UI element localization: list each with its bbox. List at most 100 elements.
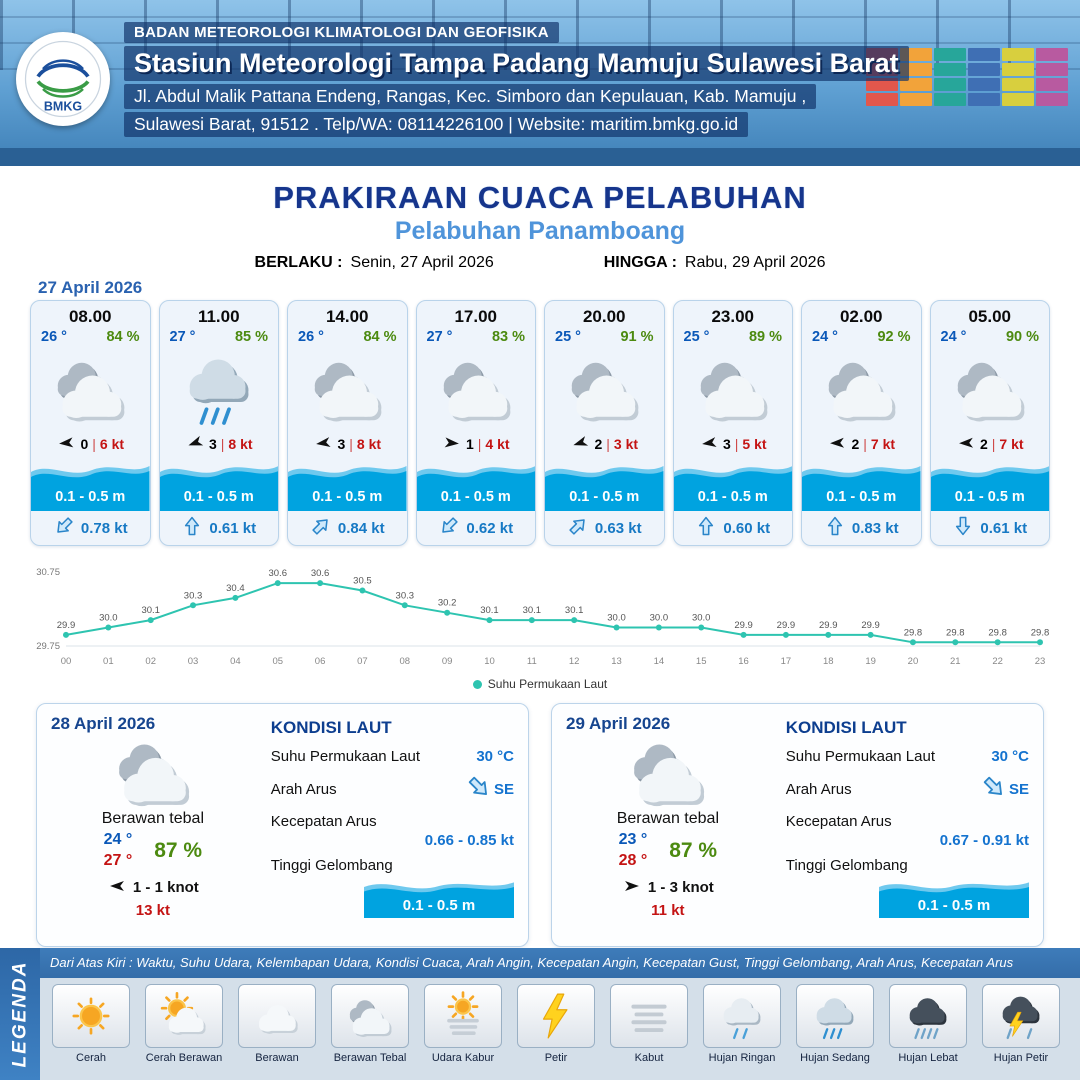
legend-item: Udara Kabur <box>420 984 506 1064</box>
forecast-time: 11.00 <box>197 307 240 326</box>
current-direction-value: SE <box>493 780 514 798</box>
wave-height-value: 0.1 - 0.5 m <box>917 897 991 914</box>
svg-text:29.8: 29.8 <box>946 627 965 638</box>
daily-temps: 24 ° 27 ° 87 % <box>51 830 255 872</box>
forecast-time: 20.00 <box>582 307 626 326</box>
wind-direction-icon <box>699 433 719 456</box>
svg-text:30.3: 30.3 <box>184 590 203 601</box>
svg-text:29.9: 29.9 <box>57 620 76 631</box>
temp-humidity-row: 25 ° 91 % <box>545 327 664 345</box>
current-direction-label: Arah Arus <box>785 780 852 798</box>
hujan-lebat-icon <box>889 984 967 1048</box>
svg-text:08: 08 <box>399 656 410 667</box>
relative-humidity: 83 % <box>491 329 525 345</box>
svg-text:11: 11 <box>527 656 537 667</box>
forecast-card: 05.00 24 ° 90 % 2 | 7 kt 0.1 - 0.5 m 0.6… <box>929 300 1050 546</box>
address-line-2: Sulawesi Barat, 91512 . Telp/WA: 0811422… <box>124 112 749 137</box>
wave-height-band: 0.1 - 0.5 m <box>159 459 278 511</box>
svg-text:00: 00 <box>61 656 72 667</box>
separator: | <box>863 436 867 452</box>
port-name: Pelabuhan Panamboang <box>394 217 686 245</box>
validity-dates: BERLAKU : Senin, 27 April 2026 HINGGA : Ra… <box>0 254 1080 272</box>
daily-date: 28 April 2026 <box>51 714 156 733</box>
current-speed: 0.61 kt <box>980 519 1028 537</box>
svg-text:01: 01 <box>103 656 114 667</box>
wave-height-band: 0.1 - 0.5 m <box>31 459 150 511</box>
wind-gust: 8 kt <box>356 436 382 452</box>
legend-description: Dari Atas Kiri : Waktu, Suhu Udara, Kele… <box>0 948 1080 978</box>
current-direction-icon <box>53 515 75 542</box>
wind-speed: 3 <box>337 436 346 452</box>
forecast-card: 17.00 27 ° 83 % 1 | 4 kt 0.1 - 0.5 m 0.6… <box>415 300 536 546</box>
forecast-time: 17.00 <box>454 307 498 326</box>
chart-legend-label: Suhu Permukaan Laut <box>487 677 608 691</box>
air-temperature: 25 ° <box>555 329 581 345</box>
daily-card: 28 April 2026 Berawan tebal 24 ° 27 ° 87… <box>36 703 529 947</box>
current-direction-icon <box>567 515 589 542</box>
current-direction-icon <box>181 515 203 542</box>
weather-condition-icon <box>160 345 279 431</box>
daily-humidity: 87 % <box>669 838 718 862</box>
svg-text:23: 23 <box>1035 656 1046 667</box>
berawan-tebal-icon <box>331 984 409 1048</box>
svg-text:16: 16 <box>738 656 749 667</box>
daily-wind-range: 1 - 1 knot <box>132 879 199 897</box>
wave-height-band: 0.1 - 0.5 m <box>673 459 792 511</box>
relative-humidity: 84 % <box>363 329 397 345</box>
daily-temps: 23 ° 28 ° 87 % <box>566 830 770 872</box>
svg-text:21: 21 <box>950 656 961 667</box>
petir-icon <box>517 984 595 1048</box>
wind-direction-icon <box>570 433 590 456</box>
air-temperature: 24 ° <box>812 329 838 345</box>
relative-humidity: 84 % <box>106 329 140 345</box>
sst-value: 30 °C <box>991 748 1029 765</box>
separator: | <box>477 436 482 452</box>
wind-speed: 2 <box>594 436 603 452</box>
svg-text:20: 20 <box>908 656 919 667</box>
air-temperature: 27 ° <box>169 329 196 345</box>
current-speed: 0.83 kt <box>851 519 899 537</box>
svg-text:30.1: 30.1 <box>523 605 542 616</box>
wave-height-value: 0.1 - 0.5 m <box>402 897 476 914</box>
current-speed: 0.84 kt <box>337 519 385 537</box>
svg-text:30.0: 30.0 <box>692 613 711 624</box>
separator: | <box>92 436 96 452</box>
wave-height: 0.1 - 0.5 m <box>55 489 126 505</box>
bmkg-logo-text: BMKG <box>44 99 82 113</box>
svg-text:30.5: 30.5 <box>353 576 372 587</box>
legend-section: Dari Atas Kiri : Waktu, Suhu Udara, Kele… <box>0 948 1080 1080</box>
wave-height-band: 0.1 - 0.5 m <box>545 459 664 511</box>
legend-item: Hujan Petir <box>978 984 1064 1064</box>
sea-conditions-title: KONDISI LAUT <box>270 718 392 737</box>
wave-height-band: 0.1 - 0.5 m <box>416 459 535 511</box>
svg-text:30.75: 30.75 <box>36 567 60 578</box>
wind-direction-icon <box>56 433 76 456</box>
wave-height-label: Tinggi Gelombang <box>785 857 908 874</box>
current-row: 0.62 kt <box>417 511 536 545</box>
daily-condition: Berawan tebal <box>101 810 204 827</box>
daily-date: 29 April 2026 <box>566 714 671 733</box>
current-row: 0.60 kt <box>674 511 793 545</box>
svg-text:29.8: 29.8 <box>904 627 923 638</box>
temp-max: 27 ° <box>103 851 133 869</box>
weather-condition-icon <box>31 345 150 431</box>
forecast-time: 14.00 <box>325 307 369 326</box>
wind-gust: 6 kt <box>99 436 125 452</box>
daily-card: 29 April 2026 Berawan tebal 23 ° 28 ° 87… <box>551 703 1044 947</box>
weather-condition-icon <box>288 345 407 431</box>
current-speed-label: Kecepatan Arus <box>785 813 892 830</box>
svg-text:13: 13 <box>611 656 622 667</box>
daily-weather-icon <box>51 734 255 808</box>
current-speed-value: 0.67 - 0.91 kt <box>939 832 1029 849</box>
svg-text:12: 12 <box>569 656 580 667</box>
cerah-berawan-icon <box>145 984 223 1048</box>
relative-humidity: 90 % <box>1005 329 1039 345</box>
wind-direction-icon <box>956 433 976 456</box>
wind-gust: 7 kt <box>999 436 1024 452</box>
legend-item: Cerah <box>48 984 134 1064</box>
relative-humidity: 91 % <box>620 329 654 345</box>
legend-label: Kabut <box>634 1052 664 1064</box>
weather-condition-icon <box>417 345 536 431</box>
wind-row: 2 | 3 kt <box>545 431 664 457</box>
